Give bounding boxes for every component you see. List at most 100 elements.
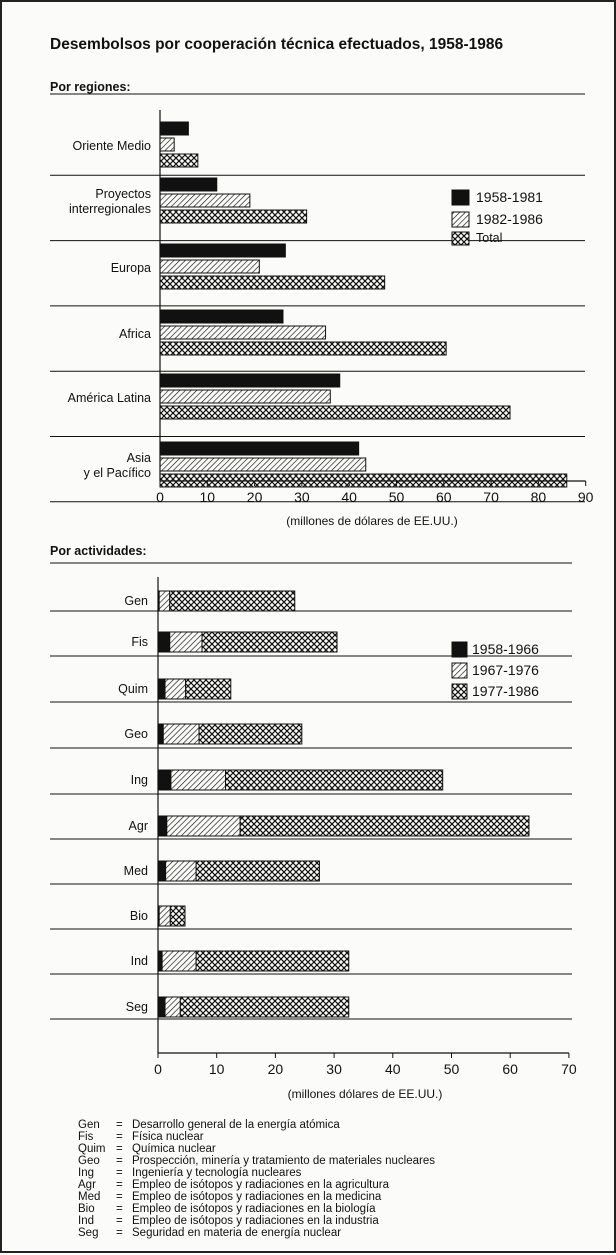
x-tick-label: 10 — [208, 1061, 225, 1077]
bar-africa-1982-1986 — [159, 325, 327, 340]
bar-ind-1958-1966 — [157, 950, 163, 972]
glossary-eq: = — [116, 1167, 123, 1179]
x-tick-label: 50 — [443, 1061, 460, 1077]
category-label-quim: Quim — [118, 682, 148, 696]
category-label-ing: Ing — [130, 773, 148, 787]
glossary-abbr: Seg — [78, 1227, 99, 1239]
glossary-row: Gen = Desarrollo general de la energía ató… — [78, 1119, 340, 1131]
category-label-fis: Fis — [131, 635, 148, 649]
bar-america-latina-1982-1986 — [159, 389, 331, 404]
glossary-eq: = — [116, 1179, 123, 1191]
glossary-desc: Seguridad en materia de energía nuclear — [132, 1227, 342, 1239]
legend-swatch-1967-1976 — [451, 662, 468, 679]
glossary-row: Agr = Empleo de isótopos y radiaciones en … — [78, 1179, 389, 1191]
glossary-desc: Química nuclear — [132, 1143, 216, 1155]
glossary-row: Geo = Prospección, minería y tratamiento d… — [78, 1155, 435, 1167]
legend-label-1958-1966: 1958-1966 — [472, 641, 539, 657]
category-label-med: Med — [123, 864, 148, 878]
bar-agr-1967-1976 — [166, 815, 241, 837]
bar-fis-1958-1966 — [157, 631, 171, 653]
category-label-asia-y-el-pacifico: y el Pacífico — [83, 466, 151, 480]
bar-med-1967-1976 — [165, 860, 197, 882]
bar-quim-1977-1986 — [185, 678, 232, 700]
x-tick-label: 80 — [530, 489, 547, 505]
bar-oriente-medio-1982-1986 — [159, 137, 175, 152]
bar-ing-1967-1976 — [170, 769, 227, 791]
glossary-abbr: Agr — [78, 1179, 96, 1191]
x-tick-label: 40 — [341, 489, 357, 505]
category-label-bio: Bio — [129, 909, 148, 923]
x-tick-label: 10 — [199, 489, 216, 505]
bar-africa-1958-1981 — [159, 309, 284, 324]
legend-label-1977-1986: 1977-1986 — [472, 683, 539, 699]
chart-title: Desembolsos por cooperación técnica efec… — [50, 36, 504, 53]
x-tick-label: 60 — [502, 1061, 518, 1077]
bar-quim-1958-1966 — [157, 678, 166, 700]
glossary-desc: Prospección, minería y tratamiento de ma… — [132, 1155, 435, 1167]
bar-med-1977-1986 — [195, 860, 320, 882]
glossary-eq: = — [116, 1215, 123, 1227]
bar-seg-1967-1976 — [164, 996, 181, 1018]
glossary-eq: = — [116, 1155, 123, 1167]
legend-swatch-total — [451, 231, 470, 246]
glossary-desc: Física nuclear — [132, 1131, 204, 1143]
category-label-seg: Seg — [125, 1000, 148, 1014]
glossary-abbr: Med — [78, 1191, 101, 1203]
x-tick-label: 30 — [326, 1061, 342, 1077]
section-title-activities: Por actividades: — [50, 544, 147, 558]
bar-seg-1977-1986 — [179, 996, 350, 1018]
bar-bio-1977-1986 — [169, 905, 186, 927]
x-axis-title-activities: (millones dólares de EE.UU.) — [287, 1087, 443, 1101]
bar-geo-1977-1986 — [198, 723, 303, 745]
glossary-eq: = — [116, 1227, 123, 1239]
category-label-agr: Agr — [128, 819, 148, 833]
glossary-row: Seg = Seguridad en materia de energía nucl… — [78, 1227, 341, 1239]
x-tick-label: 40 — [385, 1061, 401, 1077]
legend-swatch-1958-1966 — [451, 641, 468, 658]
glossary-abbr: Ing — [78, 1167, 94, 1179]
x-tick-label: 20 — [267, 1061, 284, 1077]
glossary-desc: Empleo de isótopos y radiaciones en la m… — [132, 1191, 382, 1203]
glossary-eq: = — [116, 1119, 123, 1131]
glossary-desc: Ingeniería y tecnología nucleares — [132, 1167, 302, 1179]
x-tick-label: 20 — [246, 489, 263, 505]
x-tick-label: 90 — [577, 489, 594, 505]
bar-europa-total — [159, 275, 386, 290]
bar-ind-1977-1986 — [195, 950, 350, 972]
x-tick-label: 50 — [388, 489, 405, 505]
bar-proyectos-interregionales-1982-1986 — [159, 193, 251, 208]
glossary-eq: = — [116, 1191, 123, 1203]
bar-quim-1967-1976 — [164, 678, 187, 700]
bar-proyectos-interregionales-total — [159, 209, 308, 224]
bar-ing-1958-1966 — [157, 769, 172, 791]
glossary-desc: Desarrollo general de la energía atómica — [132, 1119, 340, 1131]
glossary-row: Fis = Física nuclear — [78, 1131, 204, 1143]
legend-label-1982-1986: 1982-1986 — [476, 211, 543, 227]
category-label-africa: Africa — [119, 326, 151, 341]
bar-gen-1977-1986 — [169, 590, 296, 612]
legend-label-1958-1981: 1958-1981 — [476, 189, 543, 205]
bar-africa-total — [159, 341, 447, 356]
bar-agr-1958-1966 — [157, 815, 168, 837]
bar-oriente-medio-1958-1981 — [159, 121, 189, 136]
bar-geo-1958-1966 — [157, 723, 164, 745]
legend-swatch-1958-1981 — [451, 189, 470, 206]
bar-seg-1958-1966 — [157, 996, 166, 1018]
glossary-abbr: Quim — [78, 1143, 106, 1155]
category-label-asia-y-el-pacifico: Asia — [126, 451, 151, 465]
glossary-abbr: Geo — [78, 1155, 100, 1167]
glossary-desc: Empleo de isótopos y radiaciones en la b… — [132, 1203, 376, 1215]
category-label-proyectos-interregionales: Proyectos — [95, 187, 151, 201]
bar-fis-1977-1986 — [201, 631, 338, 653]
bar-europa-1982-1986 — [159, 259, 260, 274]
bar-agr-1977-1986 — [239, 815, 530, 837]
glossary-abbr: Bio — [78, 1203, 95, 1215]
bar-ing-1977-1986 — [225, 769, 444, 791]
x-axis-title-regions: (millones de dólares de EE.UU.) — [286, 514, 458, 528]
bar-bio-1967-1976 — [158, 905, 171, 927]
x-tick-label: 60 — [436, 489, 452, 505]
glossary-row: Med = Empleo de isótopos y radiaciones en … — [78, 1191, 381, 1203]
bar-europa-1958-1981 — [159, 243, 286, 258]
